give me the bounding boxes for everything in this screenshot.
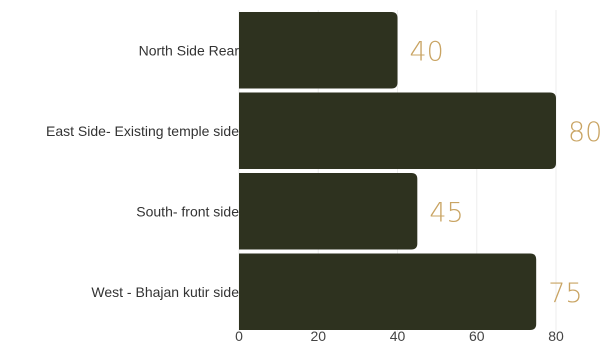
category-label-3: West - Bhajan kutir side: [91, 284, 239, 300]
bars: [239, 12, 556, 330]
bar-1: [239, 92, 556, 169]
category-label-2: South- front side: [136, 203, 239, 219]
category-label-1: East Side- Existing temple side: [46, 123, 239, 139]
x-tick-label-0: 0: [235, 328, 243, 344]
value-label-3: 75: [548, 278, 582, 309]
x-tick-label-4: 80: [548, 328, 564, 344]
bar-0: [239, 12, 398, 89]
x-tick-label-2: 40: [390, 328, 406, 344]
value-label-0: 40: [410, 36, 444, 67]
bar-2: [239, 173, 418, 250]
x-tick-label-3: 60: [469, 328, 485, 344]
value-label-1: 80: [568, 117, 602, 148]
category-label-0: North Side Rear: [139, 42, 240, 58]
x-tick-label-1: 20: [310, 328, 326, 344]
value-labels: 40 80 45 75: [410, 36, 603, 309]
category-labels: North Side Rear East Side- Existing templ…: [46, 42, 239, 300]
value-label-2: 45: [429, 197, 463, 228]
bar-3: [239, 253, 537, 330]
x-axis-tick-labels: 0 20 40 60 80: [235, 328, 564, 344]
